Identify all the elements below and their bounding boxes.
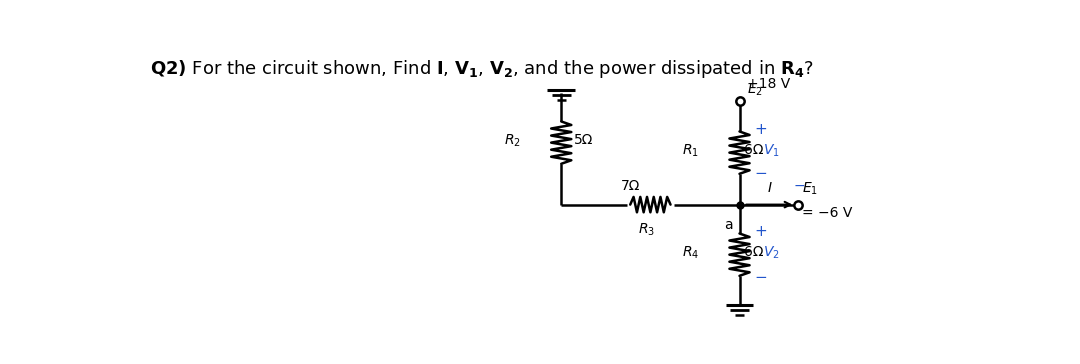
- Text: +: +: [755, 122, 768, 137]
- Text: $E_2$: $E_2$: [747, 81, 764, 98]
- Text: $R_3$: $R_3$: [638, 222, 654, 238]
- Text: $V_1$: $V_1$: [762, 142, 780, 159]
- Text: $E_1$: $E_1$: [802, 181, 819, 197]
- Text: $R_2$: $R_2$: [504, 132, 521, 149]
- Text: +18 V: +18 V: [747, 77, 791, 91]
- Text: 7Ω: 7Ω: [621, 179, 640, 193]
- Text: a: a: [725, 218, 733, 233]
- Text: −: −: [794, 179, 805, 193]
- Text: $V_2$: $V_2$: [762, 244, 780, 261]
- Text: = −6 V: = −6 V: [802, 206, 852, 220]
- Text: +: +: [755, 224, 768, 239]
- Text: $\mathbf{Q2)}$ For the circuit shown, Find $\mathbf{I}$, $\mathbf{V_1}$, $\mathb: $\mathbf{Q2)}$ For the circuit shown, Fi…: [150, 58, 814, 80]
- Text: 5Ω: 5Ω: [575, 133, 594, 147]
- Text: −: −: [755, 166, 768, 181]
- Text: 6Ω: 6Ω: [744, 143, 764, 157]
- Text: I: I: [767, 181, 771, 195]
- Text: $R_4$: $R_4$: [681, 244, 699, 261]
- Text: −: −: [755, 270, 768, 285]
- Text: $R_1$: $R_1$: [683, 142, 699, 159]
- Text: 6Ω: 6Ω: [744, 245, 764, 259]
